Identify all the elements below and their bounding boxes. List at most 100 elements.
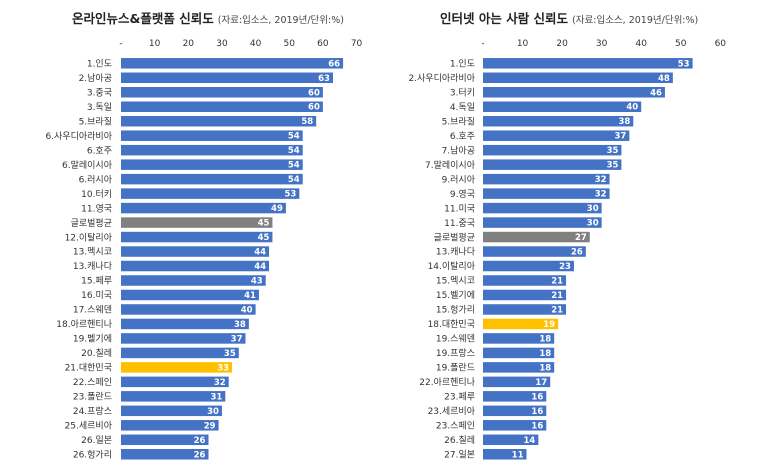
category-label: 23.폴란드 (73, 391, 112, 403)
bar (483, 144, 622, 156)
data-label: 48 (658, 74, 670, 84)
category-label: 24.프랑스 (73, 405, 112, 417)
bar (121, 449, 209, 460)
data-label: 37 (231, 334, 243, 344)
category-label: 9.러시아 (442, 174, 476, 185)
data-label: 54 (288, 161, 300, 171)
chart-subtitle: (자료:입소스, 2019년/단위:%) (572, 14, 698, 26)
bar (483, 159, 622, 170)
data-label: 45 (258, 233, 270, 243)
data-label: 38 (618, 117, 630, 127)
bar (483, 289, 567, 301)
bar (121, 289, 259, 301)
bar (121, 159, 303, 170)
category-label: 26.일본 (81, 435, 112, 446)
category-label: 13.캐나다 (73, 261, 113, 272)
category-label: 19.벨기에 (73, 334, 112, 345)
category-label: 4.독일 (450, 102, 475, 113)
category-label: 26.칠레 (444, 435, 475, 446)
data-label: 21 (551, 305, 563, 315)
data-label: 14 (524, 436, 536, 446)
bar (121, 347, 239, 359)
data-label: 43 (251, 277, 263, 287)
category-label: 22.스페인 (73, 377, 112, 388)
data-label: 19 (543, 320, 555, 330)
category-label: 3.터키 (450, 87, 475, 98)
bar (483, 275, 567, 286)
bar (483, 362, 555, 373)
data-label: 27 (575, 233, 587, 243)
bar (121, 420, 219, 431)
category-label: 6.호주 (450, 131, 475, 142)
x-tick-label: 30 (216, 39, 228, 49)
bar (483, 72, 673, 84)
bar-global-average (121, 217, 273, 228)
category-label: 21.대한민국 (65, 363, 112, 374)
data-label: 11 (512, 450, 524, 460)
bar (483, 246, 586, 257)
data-label: 35 (224, 349, 236, 359)
bar (121, 188, 300, 199)
bar (121, 304, 256, 315)
bar (121, 173, 303, 185)
category-label: 7.남아공 (442, 145, 475, 156)
category-label: 2.사우디아라비아 (408, 73, 475, 84)
category-label: 2.남아공 (79, 73, 112, 84)
bar (483, 405, 547, 417)
category-label: 3.중국 (87, 87, 112, 98)
bar (121, 405, 222, 417)
data-label: 21 (551, 277, 563, 287)
data-label: 16 (531, 421, 543, 431)
data-label: 60 (308, 88, 320, 98)
data-label: 32 (214, 378, 226, 388)
bar (483, 333, 555, 344)
bar (483, 101, 642, 112)
category-label: 6.호주 (87, 145, 112, 156)
data-label: 18 (539, 349, 551, 359)
data-label: 54 (288, 132, 300, 142)
bar (483, 434, 539, 446)
data-label: 26 (571, 248, 583, 258)
x-tick-label: 60 (317, 39, 329, 49)
x-tick-label: - (481, 39, 484, 49)
bar (483, 449, 527, 460)
bar (121, 115, 317, 127)
category-label: 18.아르헨티나 (56, 318, 112, 330)
category-label: 26.헝가리 (73, 449, 112, 460)
category-label: 7.말레이시아 (425, 159, 476, 171)
bar (483, 188, 610, 199)
data-label: 58 (301, 117, 313, 127)
x-tick-label: 70 (351, 39, 363, 49)
category-label: 5.브라질 (79, 115, 112, 127)
category-label: 9.영국 (450, 189, 475, 200)
data-label: 30 (587, 219, 599, 229)
bar (121, 318, 249, 330)
category-label: 13.캐나다 (436, 247, 476, 258)
data-label: 35 (607, 146, 619, 156)
bar (483, 304, 567, 315)
bar (121, 376, 229, 388)
bar-highlight-korea (121, 362, 233, 373)
bar (483, 376, 551, 388)
category-label: 17.스웨덴 (73, 304, 112, 316)
category-label: 3.독일 (87, 102, 112, 113)
category-label: 1.인도 (450, 59, 475, 70)
data-label: 40 (626, 103, 638, 113)
category-label: 14.이탈리아 (428, 261, 476, 272)
data-label: 30 (207, 407, 219, 417)
x-tick-label: 60 (715, 39, 727, 49)
bar (121, 260, 270, 272)
x-tick-label: 20 (183, 39, 195, 49)
data-label: 40 (241, 305, 253, 315)
category-label: 15.페루 (81, 276, 112, 287)
bar (121, 72, 333, 84)
data-label: 37 (614, 132, 626, 142)
category-label: 11.중국 (444, 218, 475, 229)
category-label: 18.대한민국 (428, 319, 475, 330)
bar (483, 347, 555, 359)
x-tick-label: 10 (149, 39, 161, 49)
data-label: 26 (194, 450, 206, 460)
category-label: 1.인도 (87, 59, 112, 70)
data-label: 30 (587, 204, 599, 214)
